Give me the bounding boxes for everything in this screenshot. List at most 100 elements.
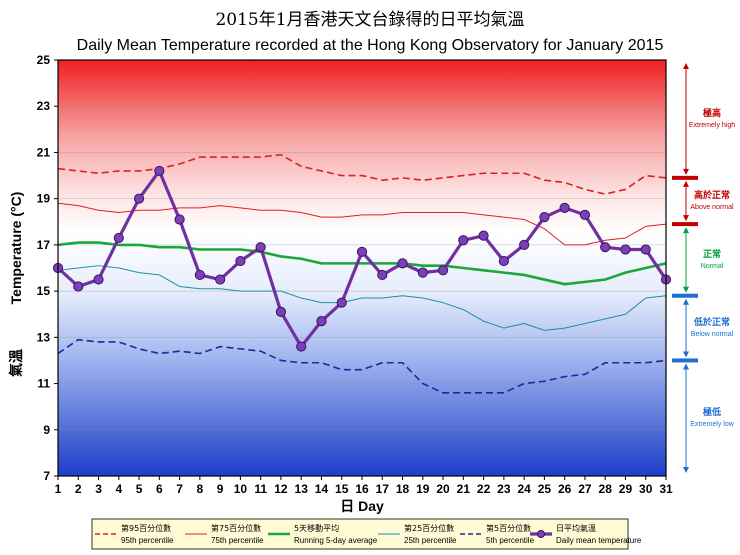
x-tick-label: 27	[578, 482, 592, 496]
x-tick-label: 26	[558, 482, 572, 496]
y-axis-ticks: 7 9 11 13 15 17 19 21 23 25	[37, 53, 58, 483]
band-label-zh-below_normal: 低於正常	[693, 316, 730, 328]
mean-point-day-28	[600, 242, 611, 253]
mean-point-day-25	[539, 212, 550, 223]
x-tick-label: 18	[396, 482, 410, 496]
x-tick-label: 2	[75, 482, 82, 496]
band-arrow-head-down	[683, 467, 689, 473]
x-tick-label: 17	[376, 482, 390, 496]
mean-point-day-24	[519, 239, 530, 250]
x-tick-label: 1	[55, 482, 62, 496]
mean-point-day-16	[356, 246, 368, 257]
legend-label-zh-p75: 第75百分位數	[211, 523, 261, 533]
series-line-avg5	[57, 241, 667, 286]
x-tick-label: 22	[477, 482, 491, 496]
mean-point-day-22	[478, 230, 489, 241]
x-tick-label: 5	[136, 482, 143, 496]
mean-point-day-27	[579, 209, 591, 220]
legend: 第95百分位數 95th percentile 第75百分位數 75th percen…	[91, 518, 642, 550]
y-tick-label: 23	[37, 99, 51, 113]
band-arrow-head-down	[683, 351, 689, 358]
x-axis-ticks: 1 2 3 4 5 6 7 8 9 10 11 12 13 14 15 16 17 18 19 20 21 22 23 24 2…	[55, 476, 673, 496]
chart-title: Daily Mean Temperature recorded at the H…	[77, 37, 664, 54]
x-tick-label: 28	[599, 482, 613, 496]
mean-point-day-18	[397, 258, 408, 269]
mean-point-day-21	[458, 235, 469, 246]
x-tick-label: 7	[176, 482, 183, 496]
y-tick-label: 19	[37, 192, 51, 206]
mean-point-day-17	[377, 269, 388, 281]
legend-label-mean: Daily mean temperature	[556, 536, 642, 545]
band-arrow-head-up	[683, 180, 689, 187]
x-tick-label: 4	[115, 482, 122, 496]
y-tick-label: 21	[37, 145, 51, 159]
mean-point-day-23	[498, 255, 509, 267]
mean-point-day-6	[154, 165, 165, 177]
classification-bands: 極高 Extremely high 高於正常 Above normal 正常 Normal…	[672, 63, 735, 473]
mean-point-day-11	[255, 242, 266, 253]
band-arrow-head-up	[683, 363, 689, 370]
y-tick-label: 25	[37, 53, 51, 67]
legend-label-zh-mean: 日平均氣溫	[556, 523, 596, 533]
legend-label-p25: 25th percentile	[404, 536, 457, 545]
band-label-below_normal: Below normal	[691, 331, 734, 338]
mean-point-day-19	[417, 267, 428, 278]
x-tick-label: 6	[156, 482, 163, 496]
x-tick-label: 16	[355, 482, 369, 496]
x-tick-label: 13	[295, 482, 309, 496]
mean-point-day-4	[113, 232, 124, 244]
x-axis-label: 日 Day	[340, 498, 384, 514]
x-tick-label: 31	[659, 482, 673, 496]
mean-point-day-30	[640, 244, 651, 255]
legend-label-p5: 5th percentile	[486, 536, 535, 545]
legend-marker	[537, 530, 545, 538]
gridlines	[58, 105, 666, 431]
band-label-zh-extremely_low: 極低	[702, 406, 721, 418]
mean-point-day-26	[559, 202, 570, 214]
band-boundary	[672, 293, 698, 298]
x-tick-label: 23	[497, 482, 511, 496]
band-label-above_normal: Above normal	[690, 204, 734, 211]
x-tick-label: 8	[197, 482, 204, 496]
band-arrow-head-up	[683, 227, 689, 234]
y-tick-label: 11	[37, 377, 50, 391]
x-tick-label: 21	[457, 482, 471, 496]
band-boundary	[672, 175, 698, 180]
legend-label-zh-p5: 第5百分位數	[486, 523, 531, 533]
legend-label-zh-p95: 第95百分位數	[121, 523, 171, 533]
band-arrow-head-up	[683, 298, 689, 305]
mean-point-day-2	[73, 281, 84, 292]
series-line-p5	[57, 338, 667, 394]
band-boundary	[672, 222, 698, 227]
x-tick-label: 15	[335, 482, 349, 496]
band-label-extremely_low: Extremely low	[690, 421, 735, 428]
y-tick-label: 7	[43, 469, 50, 483]
legend-label-zh-avg5: 5天移動平均	[294, 523, 339, 533]
y-tick-label: 17	[37, 238, 51, 252]
x-tick-label: 3	[95, 482, 102, 496]
x-tick-label: 24	[517, 482, 531, 496]
band-boundary	[672, 358, 698, 363]
chart-title-zh: 2015年1月香港天文台錄得的日平均氣溫	[215, 10, 524, 30]
legend-label-p75: 75th percentile	[211, 536, 264, 545]
x-tick-label: 29	[619, 482, 633, 496]
x-tick-label: 14	[315, 482, 329, 496]
plot-background	[58, 60, 666, 476]
legend-label-zh-p25: 第25百分位數	[404, 523, 454, 533]
mean-point-day-14	[316, 316, 327, 327]
legend-label-avg5: Running 5-day average	[294, 536, 378, 545]
band-label-normal: Normal	[701, 263, 724, 270]
mean-point-day-20	[437, 265, 449, 276]
x-tick-label: 20	[436, 482, 450, 496]
band-label-zh-extremely_high: 極高	[702, 107, 721, 119]
legend-label-p95: 95th percentile	[121, 536, 174, 545]
mean-point-day-9	[215, 274, 226, 285]
band-label-extremely_high: Extremely high	[689, 122, 735, 129]
mean-point-day-10	[235, 255, 246, 267]
x-tick-label: 9	[217, 482, 224, 496]
band-label-zh-above_normal: 高於正常	[694, 189, 730, 201]
x-tick-label: 30	[639, 482, 653, 496]
y-axis-label-zh: 氣溫	[8, 349, 25, 377]
band-arrow-head-down	[683, 215, 689, 222]
